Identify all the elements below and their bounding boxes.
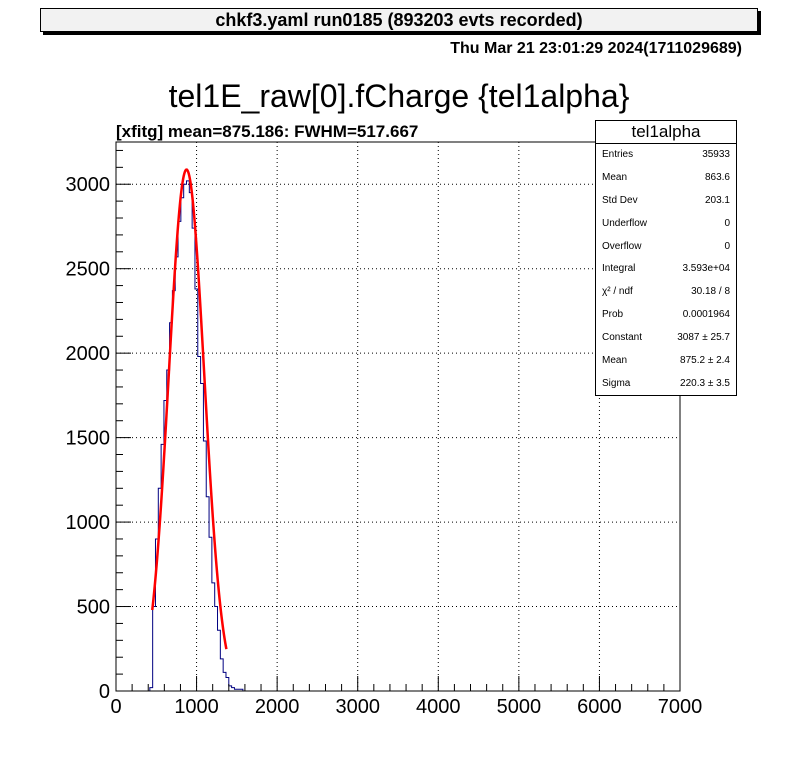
stats-rows: Entries 35933 Mean 863.6 Std Dev 203.1 Underfl…	[596, 144, 736, 396]
plot-frame	[115, 141, 681, 692]
stats-row: Mean 863.6	[596, 167, 736, 190]
y-tick-label: 0	[99, 681, 110, 703]
stats-row: Underflow 0	[596, 213, 736, 236]
stats-value: 3.593e+04	[682, 263, 730, 275]
histogram-series	[147, 180, 246, 692]
stats-row: Entries 35933	[596, 144, 736, 167]
fit-info: [xfitg] mean=875.186: FWHM=517.667	[116, 122, 419, 141]
stats-value: 3087 ± 25.7	[677, 332, 730, 344]
stats-row: Std Dev 203.1	[596, 190, 736, 213]
x-tick-label: 1000	[174, 696, 219, 718]
y-tick-label: 2500	[66, 259, 111, 281]
stats-value: 875.2 ± 2.4	[680, 355, 730, 367]
header-title: chkf3.yaml run0185 (893203 evts recorded…	[215, 10, 583, 30]
stats-row: Sigma 220.3 ± 3.5	[596, 373, 736, 396]
y-tick-label: 1000	[66, 512, 111, 534]
stats-key: Overflow	[602, 240, 642, 252]
x-tick-label: 6000	[577, 696, 622, 718]
x-tick-label: 7000	[658, 696, 703, 718]
gaussian-fit-curve	[151, 168, 228, 650]
x-tick-label: 0	[110, 696, 121, 718]
axis-ticks	[115, 149, 681, 692]
y-tick-label: 1500	[66, 428, 111, 450]
stats-row: Integral 3.593e+04	[596, 258, 736, 281]
stats-row: Mean 875.2 ± 2.4	[596, 350, 736, 373]
y-tick-label: 3000	[66, 174, 111, 196]
stats-value: 30.18 / 8	[691, 286, 730, 298]
stats-key: Mean	[602, 355, 628, 367]
x-tick-label: 4000	[416, 696, 461, 718]
stats-value: 203.1	[704, 194, 730, 206]
stats-box: tel1alpha Entries 35933 Mean 863.6 Std Dev 20…	[595, 120, 737, 396]
stats-row: χ² / ndf 30.18 / 8	[596, 281, 736, 304]
stats-value: 220.3 ± 3.5	[680, 377, 730, 389]
x-tick-label: 2000	[255, 696, 300, 718]
stats-value: 0.0001964	[682, 309, 730, 321]
axis-tick-labels: 0 1000 2000 3000 4000 5000 6000 7000 0 500 1000 150…	[66, 174, 703, 718]
stats-value: 0	[724, 240, 730, 252]
stats-key: Prob	[602, 309, 624, 321]
y-tick-label: 2000	[66, 343, 111, 365]
stats-key: Mean	[602, 171, 628, 183]
stats-key: Entries	[602, 149, 634, 160]
stats-key: χ² / ndf	[602, 286, 633, 298]
stats-value: 0	[724, 217, 730, 229]
stats-row: Prob 0.0001964	[596, 304, 736, 327]
x-tick-label: 3000	[335, 696, 380, 718]
canvas-header: chkf3.yaml run0185 (893203 evts recorded…	[40, 8, 758, 32]
timestamp: Thu Mar 21 23:01:29 2024(1711029689)	[450, 40, 742, 57]
stats-key: Underflow	[602, 217, 648, 229]
stats-key: Std Dev	[602, 194, 638, 206]
y-tick-label: 500	[77, 597, 110, 619]
stats-key: Sigma	[602, 377, 631, 389]
stats-key: Integral	[602, 263, 636, 275]
stats-row: Constant 3087 ± 25.7	[596, 327, 736, 350]
stats-key: Constant	[602, 332, 643, 344]
histogram-title: tel1E_raw[0].fCharge {tel1alpha}	[168, 78, 630, 114]
stats-value: 35933	[702, 149, 730, 160]
stats-value: 863.6	[704, 171, 730, 183]
stats-title: tel1alpha	[596, 121, 736, 144]
stats-row: Overflow 0	[596, 236, 736, 259]
x-tick-label: 5000	[497, 696, 542, 718]
